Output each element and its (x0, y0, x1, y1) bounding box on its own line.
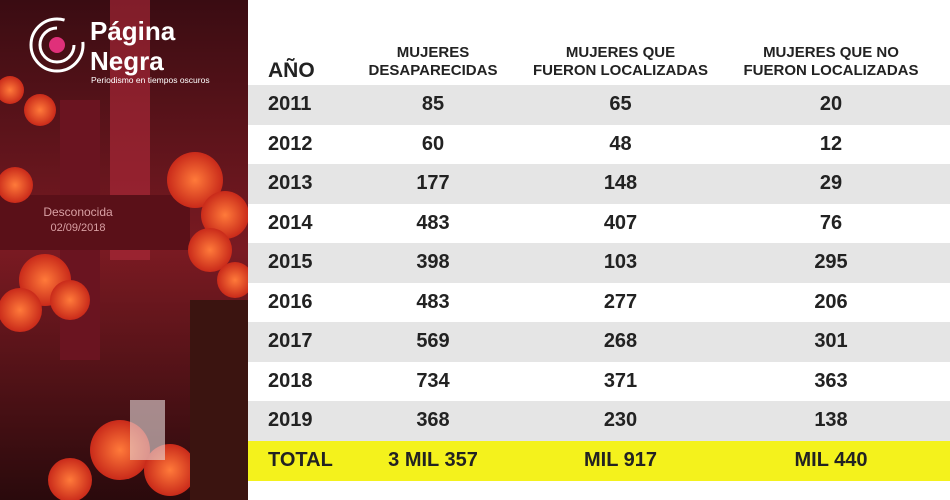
total-cell: 3 MIL 357 (388, 449, 478, 471)
year-cell: 2011 (268, 93, 312, 116)
value-cell: 148 (603, 172, 638, 195)
value-cell: 483 (416, 290, 450, 313)
logo (29, 17, 85, 73)
total-cell: TOTAL (268, 449, 333, 471)
column-header: MUJERES DESAPARECIDAS (358, 30, 508, 80)
value-cell: 295 (814, 251, 848, 274)
header-line: MUJERES QUE (565, 44, 676, 61)
table-row: 2015 398 103 295 (248, 243, 950, 283)
value-cell: 60 (421, 132, 445, 155)
value-cell: 734 (416, 369, 450, 392)
value-cell: 301 (814, 330, 848, 353)
column-header: AÑO (268, 30, 358, 82)
value-cell: 230 (603, 409, 638, 432)
value-cell: 65 (609, 93, 632, 116)
value-cell: 277 (603, 290, 638, 313)
flowers (0, 76, 248, 500)
year-cell: 2015 (268, 251, 313, 274)
value-cell: 177 (416, 172, 450, 195)
value-cell: 103 (603, 251, 638, 274)
value-cell: 371 (603, 369, 638, 392)
value-cell: 48 (609, 132, 632, 155)
year-cell: 2016 (268, 290, 313, 313)
table: AÑO MUJERES DESAPARECIDAS MUJERES QUE FUERON… (248, 0, 950, 500)
header-line: DESAPARECIDAS (368, 62, 498, 79)
value-cell: 29 (819, 172, 843, 195)
value-cell: 85 (421, 93, 445, 116)
cross-text: Desconocida (43, 205, 113, 219)
value-cell: 569 (416, 330, 450, 353)
value-cell: 206 (814, 290, 848, 313)
table-row: 2013 177 148 29 (248, 164, 950, 204)
cross-bar (0, 195, 190, 250)
table-row: 2012 60 48 12 (248, 124, 950, 164)
year-cell: 2019 (268, 409, 313, 432)
cross-date: 02/09/2018 (50, 222, 105, 234)
total-cell: MIL 440 (794, 449, 868, 471)
photo: Desconocida 02/09/2018 Página Negra Peri… (0, 0, 248, 500)
table-row: 2017 569 268 301 (248, 322, 950, 362)
year-cell: 2014 (268, 211, 313, 234)
value-cell: 12 (819, 132, 843, 155)
value-cell: 138 (814, 409, 848, 432)
year-cell: 2018 (268, 369, 313, 392)
table-row: 2018 734 371 363 (248, 361, 950, 401)
total-cell: MIL 917 (584, 449, 657, 471)
value-cell: 483 (416, 211, 450, 234)
table-row: 2014 483 407 76 (248, 203, 950, 243)
candle (130, 400, 165, 460)
header-line: AÑO (268, 59, 315, 82)
value-cell: 363 (814, 369, 848, 392)
column-header: MUJERES QUE NO FUERON LOCALIZADAS (726, 30, 936, 80)
year-cell: 2013 (268, 172, 313, 195)
value-cell: 76 (819, 211, 843, 234)
column-header: MUJERES QUE FUERON LOCALIZADAS (528, 30, 713, 80)
brand-tagline: Periodismo en tiempos oscuros (91, 75, 210, 85)
brand-name: Página (90, 16, 176, 46)
year-cell: 2012 (268, 132, 313, 155)
year-cell: 2017 (268, 330, 313, 353)
value-cell: 368 (416, 409, 450, 432)
value-cell: 268 (603, 330, 638, 353)
header-line: MUJERES (396, 44, 470, 61)
header-line: FUERON LOCALIZADAS (533, 62, 708, 79)
pot (190, 300, 248, 500)
table-row: 2011 85 65 20 (248, 85, 950, 125)
value-cell: 398 (416, 251, 450, 274)
table-row: 2019 368 230 138 (248, 401, 950, 441)
value-cell: 407 (603, 211, 638, 234)
total-row: TOTAL 3 MIL 357 MIL 917 MIL 440 (248, 440, 950, 481)
brand-name: Negra (90, 46, 164, 76)
value-cell: 20 (819, 93, 843, 116)
table-row: 2016 483 277 206 (248, 282, 950, 322)
header-line: MUJERES QUE NO (763, 44, 899, 61)
header-line: FUERON LOCALIZADAS (743, 62, 919, 79)
